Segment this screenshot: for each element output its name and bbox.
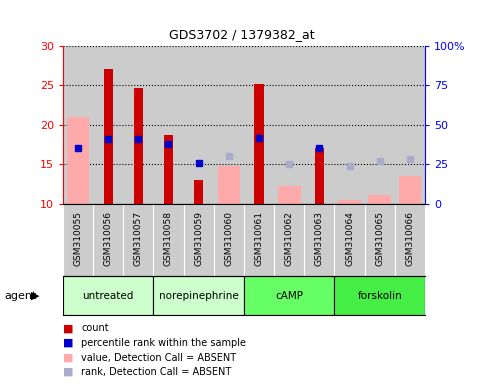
Text: GSM310064: GSM310064 — [345, 211, 354, 266]
Bar — [334, 276, 425, 315]
Bar — [67, 117, 89, 204]
Text: ■: ■ — [63, 338, 73, 348]
Text: GSM310060: GSM310060 — [224, 211, 233, 266]
Text: ■: ■ — [63, 353, 73, 362]
Text: GSM310059: GSM310059 — [194, 211, 203, 266]
Bar — [244, 276, 334, 315]
Text: untreated: untreated — [83, 291, 134, 301]
Text: agent: agent — [5, 291, 37, 301]
Text: ■: ■ — [63, 323, 73, 333]
Bar — [194, 180, 203, 204]
Text: GSM310058: GSM310058 — [164, 211, 173, 266]
Text: GSM310056: GSM310056 — [103, 211, 113, 266]
Text: count: count — [81, 323, 109, 333]
Text: percentile rank within the sample: percentile rank within the sample — [81, 338, 246, 348]
Text: GSM310063: GSM310063 — [315, 211, 324, 266]
Bar — [315, 149, 324, 204]
Bar — [398, 176, 421, 204]
Text: cAMP: cAMP — [275, 291, 303, 301]
Text: ▶: ▶ — [31, 291, 40, 301]
Text: GSM310061: GSM310061 — [255, 211, 264, 266]
Bar — [164, 135, 173, 204]
Text: GSM310065: GSM310065 — [375, 211, 384, 266]
Text: value, Detection Call = ABSENT: value, Detection Call = ABSENT — [81, 353, 236, 362]
Text: ■: ■ — [63, 367, 73, 377]
Text: rank, Detection Call = ABSENT: rank, Detection Call = ABSENT — [81, 367, 231, 377]
Text: norepinephrine: norepinephrine — [159, 291, 239, 301]
Bar — [369, 195, 391, 204]
Bar — [255, 84, 264, 204]
Bar — [63, 276, 154, 315]
Text: GSM310057: GSM310057 — [134, 211, 143, 266]
Bar — [338, 200, 361, 204]
Bar — [217, 166, 240, 204]
Text: GSM310055: GSM310055 — [73, 211, 83, 266]
Text: forskolin: forskolin — [357, 291, 402, 301]
Text: GSM310066: GSM310066 — [405, 211, 414, 266]
Text: GDS3702 / 1379382_at: GDS3702 / 1379382_at — [169, 28, 314, 41]
Bar — [103, 69, 113, 204]
Bar — [134, 88, 143, 204]
Bar — [154, 276, 244, 315]
Bar — [278, 186, 300, 204]
Text: GSM310062: GSM310062 — [284, 211, 294, 266]
